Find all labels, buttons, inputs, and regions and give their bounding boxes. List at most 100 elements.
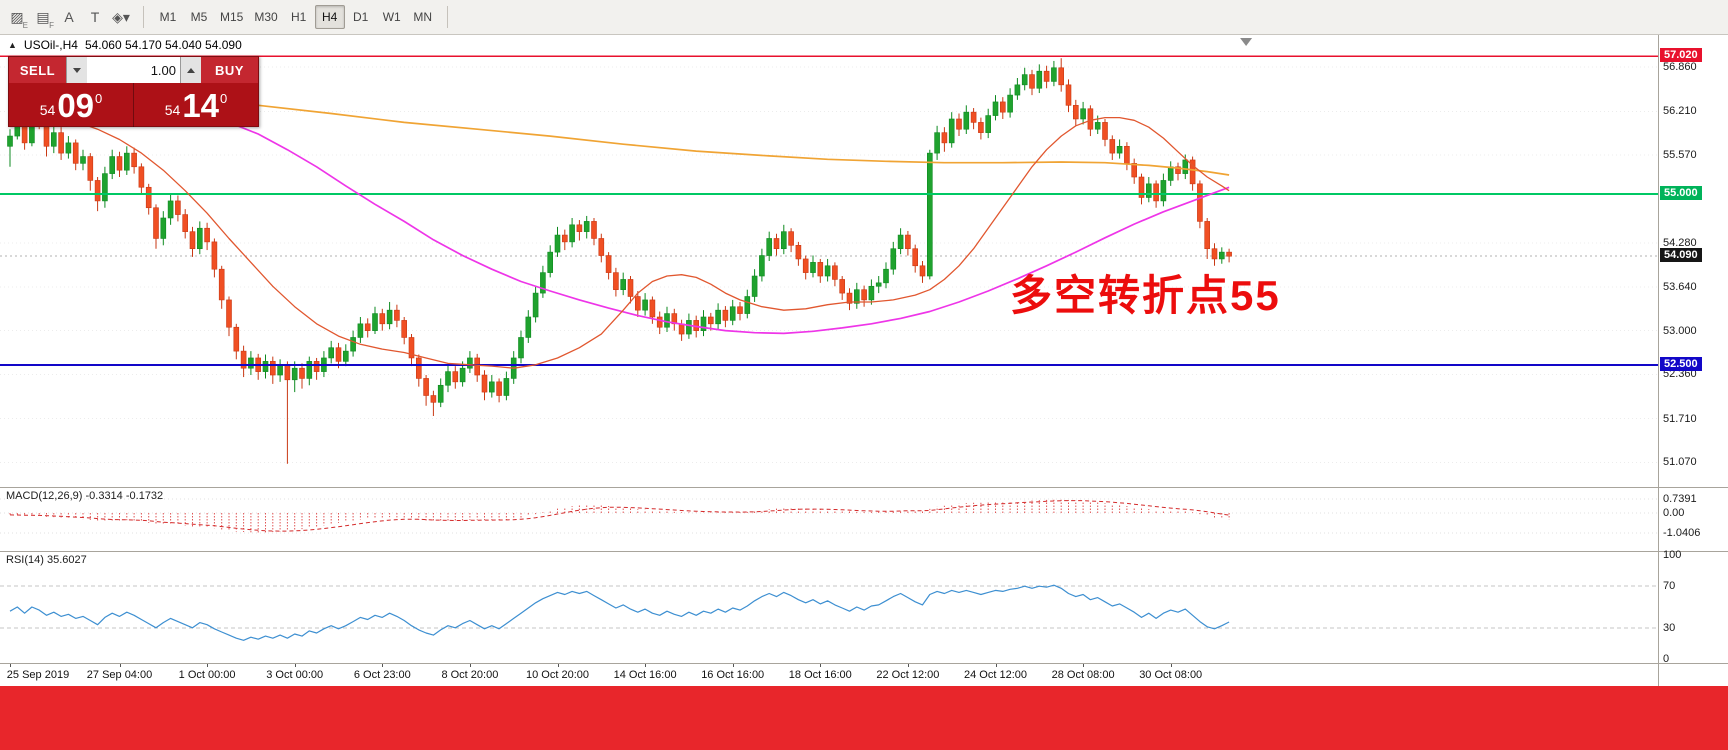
fibonacci-drawing-tool-button[interactable]: ▤ F <box>30 4 56 31</box>
candle <box>474 357 481 376</box>
volume-dropdown-button[interactable] <box>66 57 87 83</box>
ask-price[interactable]: 54 14 0 <box>134 83 258 127</box>
time-tick-label: 3 Oct 00:00 <box>266 669 324 681</box>
bid-price[interactable]: 54 09 0 <box>9 83 133 127</box>
candle <box>488 381 495 393</box>
candle <box>379 313 386 325</box>
ma-fast-red <box>9 104 1230 369</box>
chart-header: ▲ USOil-,H4 54.060 54.170 54.040 54.090 <box>8 38 242 52</box>
candle <box>72 142 79 164</box>
time-axis[interactable]: 25 Sep 2019 27 Sep 04:00 1 Oct 00:00 3 Oct … <box>0 663 1728 686</box>
candle <box>518 337 524 359</box>
candle <box>926 152 933 277</box>
time-tick <box>557 663 559 667</box>
candle <box>919 265 926 277</box>
candle <box>839 279 846 294</box>
macd-axis-label: -1.0406 <box>1663 526 1701 539</box>
macd-panel[interactable] <box>0 487 1658 551</box>
candle <box>707 316 714 325</box>
candle <box>1109 139 1116 154</box>
volume-up-button[interactable] <box>180 57 201 83</box>
chart-shift-marker-icon[interactable] <box>1240 38 1253 46</box>
candle <box>766 238 773 256</box>
candle <box>80 156 86 164</box>
candle <box>124 152 130 171</box>
one-click-trading-panel: SELL BUY 54 09 0 54 14 0 <box>8 56 259 127</box>
time-tick-label: 25 Sep 2019 <box>6 669 70 681</box>
candle <box>861 289 867 301</box>
pivot-line-label: 55.000 <box>1660 186 1702 201</box>
candle <box>999 101 1006 113</box>
resistance-line-label: 57.020 <box>1660 48 1702 63</box>
timeframe-button-W1[interactable]: W1 <box>377 5 407 29</box>
candle <box>948 118 955 144</box>
candle <box>218 268 225 301</box>
candle <box>978 122 984 133</box>
buy-button[interactable]: BUY <box>201 57 258 83</box>
macd-axis-label: 0.00 <box>1663 507 1685 519</box>
candle <box>65 142 72 154</box>
candle <box>58 132 64 154</box>
timeframe-button-M15[interactable]: M15 <box>215 5 248 29</box>
time-tick <box>907 663 909 667</box>
timeframe-button-D1[interactable]: D1 <box>346 5 376 29</box>
candle <box>613 272 619 290</box>
rsi-timeaxis-separator <box>0 663 1728 664</box>
ask-prefix: 54 <box>164 101 181 118</box>
ask-big-digits: 14 <box>182 86 220 124</box>
bid-superscript: 0 <box>95 90 103 106</box>
candle <box>970 111 977 123</box>
candle <box>627 279 634 297</box>
timeframe-button-H1[interactable]: H1 <box>284 5 314 29</box>
volume-input[interactable] <box>87 62 180 78</box>
price-axis-label: 51.710 <box>1663 412 1697 425</box>
timeframe-button-H4[interactable]: H4 <box>314 5 345 29</box>
expand-triangle-icon[interactable]: ▲ <box>8 40 17 50</box>
macd-rsi-splitter[interactable] <box>0 551 1728 552</box>
channel-drawing-tool-button[interactable]: ▨ E <box>4 4 30 31</box>
timeframe-button-M5[interactable]: M5 <box>184 5 214 29</box>
candles-layer <box>7 58 1232 464</box>
candle <box>226 299 232 328</box>
horizontal-line-objects[interactable] <box>0 55 1658 366</box>
text-tool-button[interactable]: A <box>56 4 82 30</box>
candle <box>1175 166 1181 174</box>
candle <box>554 234 561 253</box>
candle <box>233 326 240 352</box>
time-tick-label: 24 Oct 12:00 <box>964 669 1027 681</box>
timeframe-button-M1[interactable]: M1 <box>153 5 183 29</box>
timeframe-button-M30[interactable]: M30 <box>249 5 282 29</box>
time-tick <box>995 663 997 667</box>
main-chart[interactable] <box>0 35 1658 487</box>
price-axis-border <box>1658 35 1659 686</box>
rsi-panel[interactable] <box>0 551 1658 663</box>
time-tick <box>207 663 209 667</box>
price-axis-label: 53.000 <box>1663 324 1697 337</box>
text-label-tool-button[interactable]: T <box>82 4 108 30</box>
time-tick <box>1083 663 1085 667</box>
candle <box>102 173 108 202</box>
candle <box>1167 166 1174 181</box>
candle <box>116 156 123 171</box>
timeframe-button-MN[interactable]: MN <box>408 5 438 29</box>
time-tick <box>732 663 734 667</box>
candle <box>810 262 816 273</box>
candle <box>788 231 794 246</box>
candle <box>569 224 575 243</box>
candle <box>824 265 831 277</box>
candle <box>1065 84 1072 106</box>
candle <box>642 299 648 311</box>
bid-big-digits: 09 <box>57 86 95 124</box>
arrows-tool-button[interactable]: ◈▾ <box>108 4 134 30</box>
sell-button[interactable]: SELL <box>9 57 66 83</box>
chart-macd-splitter[interactable] <box>0 487 1728 488</box>
candle <box>532 292 539 318</box>
candle <box>912 248 919 267</box>
macd-signal-line <box>9 500 1230 532</box>
candle <box>1073 105 1079 120</box>
rsi-axis-label: 100 <box>1663 549 1682 561</box>
candle <box>744 296 751 314</box>
candle <box>656 316 663 328</box>
trade-panel-prices: 54 09 0 54 14 0 <box>9 83 258 127</box>
candle <box>883 268 889 284</box>
